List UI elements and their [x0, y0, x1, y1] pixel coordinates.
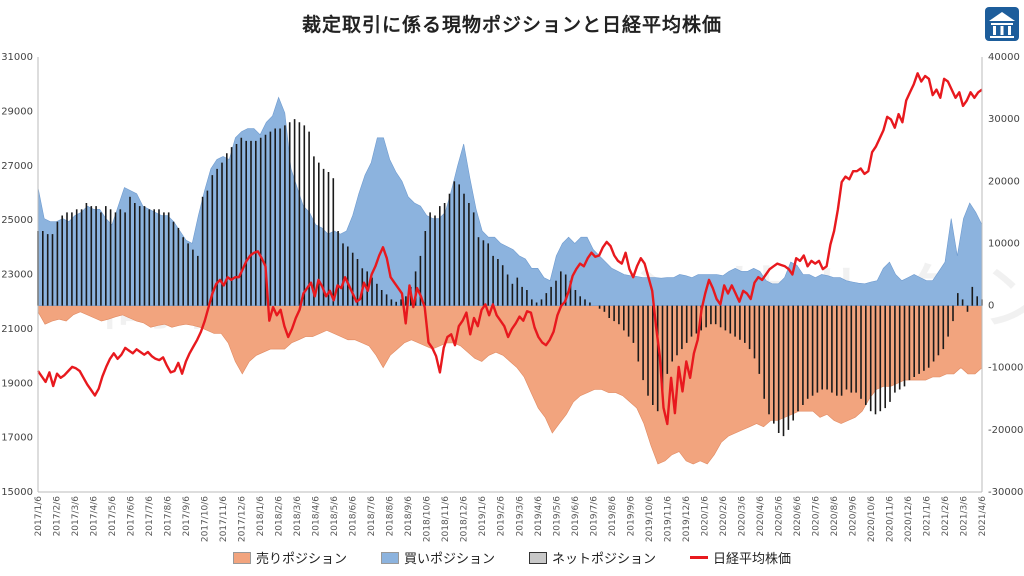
x-tick-label: 2018/6/6: [349, 496, 359, 537]
x-tick-label: 2017/4/6: [90, 496, 100, 537]
x-tick-label: 2019/2/6: [497, 496, 507, 537]
x-tick-label: 2020/1/6: [700, 496, 710, 537]
legend-swatch: [380, 551, 399, 564]
x-tick-label: 2019/9/6: [626, 496, 636, 537]
x-tick-label: 2020/9/6: [848, 496, 858, 537]
x-tick-label: 2017/11/6: [219, 496, 229, 542]
x-tick-label: 2019/12/6: [682, 496, 692, 542]
legend-entry-net: ネットポジション: [529, 548, 656, 567]
x-tick-label: 2020/12/6: [904, 496, 914, 542]
building-logo-icon: [985, 7, 1019, 41]
nikkei-line: [37, 72, 983, 426]
x-tick-label: 2017/3/6: [71, 496, 81, 537]
right-tick-label: 10000: [988, 238, 1020, 249]
x-tick-label: 2019/10/6: [645, 496, 655, 542]
legend-entry-buy: 買いポジション: [380, 548, 495, 567]
left-tick-label: 17000: [1, 433, 33, 444]
x-tick-label: 2017/10/6: [201, 496, 211, 542]
legend-label: 買いポジション: [403, 552, 495, 567]
buy-position-area: [37, 96, 983, 306]
x-tick-label: 2019/5/6: [552, 496, 562, 537]
right-tick-label: -10000: [988, 363, 1023, 374]
x-tick-label: 2017/2/6: [53, 496, 63, 537]
x-tick-label: 2018/1/6: [256, 496, 266, 537]
legend-label: 売りポジション: [255, 552, 347, 567]
right-tick-label: 0: [988, 301, 994, 312]
legend-label: 日経平均株価: [713, 552, 792, 567]
x-tick-label: 2018/9/6: [404, 496, 414, 537]
right-tick-label: 20000: [988, 176, 1020, 187]
left-tick-label: 27000: [1, 161, 33, 172]
x-tick-label: 2017/7/6: [145, 496, 155, 537]
x-tick-label: 2018/8/6: [386, 496, 396, 537]
x-tick-label: 2017/9/6: [182, 496, 192, 537]
x-tick-label: 2019/7/6: [589, 496, 599, 537]
x-tick-label: 2021/4/6: [978, 496, 988, 537]
x-tick-label: 2019/11/6: [663, 496, 673, 542]
legend-entry-sell: 売りポジション: [232, 548, 347, 567]
x-tick-label: 2020/11/6: [886, 496, 896, 542]
x-tick-label: 2017/12/6: [238, 496, 248, 542]
left-tick-label: 23000: [1, 270, 33, 281]
x-tick-label: 2021/1/6: [923, 496, 933, 537]
x-tick-label: 2020/2/6: [719, 496, 729, 537]
x-tick-label: 2018/3/6: [293, 496, 303, 537]
x-tick-label: 2019/3/6: [515, 496, 525, 537]
x-tick-label: 2018/12/6: [460, 496, 470, 542]
x-tick-label: 2018/10/6: [423, 496, 433, 542]
x-tick-label: 2020/7/6: [811, 496, 821, 537]
x-tick-label: 2018/2/6: [275, 496, 285, 537]
x-tick-label: 2020/5/6: [774, 496, 784, 537]
x-tick-label: 2017/6/6: [127, 496, 137, 537]
x-tick-label: 2019/6/6: [571, 496, 581, 537]
left-tick-label: 29000: [1, 106, 33, 117]
x-tick-label: 2020/4/6: [756, 496, 766, 537]
x-tick-label: 2021/2/6: [941, 496, 951, 537]
x-tick-label: 2020/6/6: [793, 496, 803, 537]
left-tick-label: 21000: [1, 324, 33, 335]
right-tick-label: -20000: [988, 425, 1023, 436]
x-tick-label: 2017/5/6: [108, 496, 118, 537]
legend-label: ネットポジション: [552, 552, 657, 567]
legend-line-swatch: [690, 556, 709, 559]
legend-swatch: [232, 551, 251, 564]
x-tick-label: 2019/4/6: [534, 496, 544, 537]
chart-title: 裁定取引に係る現物ポジションと日経平均株価: [301, 14, 722, 36]
x-tick-label: 2020/8/6: [830, 496, 840, 537]
x-tick-label: 2017/1/6: [34, 496, 44, 537]
right-tick-label: -30000: [988, 487, 1023, 498]
x-tick-label: 2021/3/6: [960, 496, 970, 537]
x-tick-label: 2018/11/6: [441, 496, 451, 542]
right-tick-label: 30000: [988, 114, 1020, 125]
x-tick-label: 2018/5/6: [330, 496, 340, 537]
x-tick-label: 2020/10/6: [867, 496, 877, 542]
x-tick-label: 2017/8/6: [164, 496, 174, 537]
left-tick-label: 25000: [1, 215, 33, 226]
x-tick-label: 2019/8/6: [608, 496, 618, 537]
x-tick-label: 2020/3/6: [737, 496, 747, 537]
x-tick-label: 2019/1/6: [478, 496, 488, 537]
left-tick-label: 31000: [1, 52, 33, 63]
x-tick-label: 2018/4/6: [312, 496, 322, 537]
x-tick-label: 2018/7/6: [367, 496, 377, 537]
legend-entry-nikkei: 日経平均株価: [690, 548, 791, 567]
sell-position-area: [37, 305, 983, 465]
legend-swatch: [529, 551, 547, 564]
chart-legend: 売りポジション 買いポジション ネットポジション 日経平均株価: [0, 548, 1024, 567]
right-tick-label: 40000: [988, 52, 1020, 63]
left-tick-label: 19000: [1, 378, 33, 389]
left-tick-label: 15000: [1, 487, 33, 498]
